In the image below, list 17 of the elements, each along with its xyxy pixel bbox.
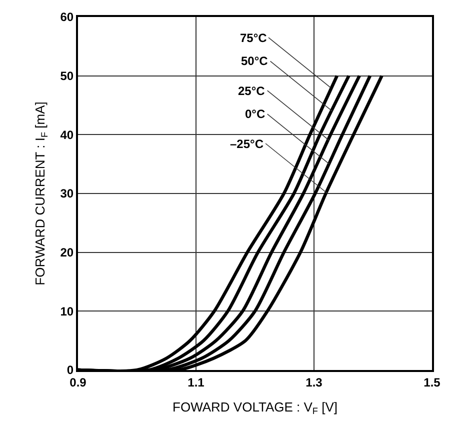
x-tick-label: 1.5: [424, 375, 441, 390]
y-tick-label: 30: [60, 186, 74, 201]
y-tick-label: 10: [60, 304, 74, 318]
annotation: –25°C: [230, 137, 264, 151]
annotation: 25°C: [238, 84, 266, 98]
annotation: 75°C: [240, 31, 268, 45]
annotation: 50°C: [241, 54, 268, 68]
x-axis-title: FOWARD VOLTAGE : V$_{F}$ [V]: [172, 400, 338, 416]
x-tick-label: 1.1: [188, 375, 205, 390]
y-tick-label: 60: [60, 10, 74, 24]
x-tick-label: 0.9: [70, 375, 87, 390]
annotation: 0°C: [245, 107, 266, 121]
y-tick-label: 50: [60, 69, 74, 84]
y-tick-label: 0: [66, 363, 74, 378]
y-tick-label: 40: [60, 128, 74, 142]
y-tick-label: 20: [60, 246, 74, 260]
x-tick-label: 1.3: [306, 375, 323, 390]
